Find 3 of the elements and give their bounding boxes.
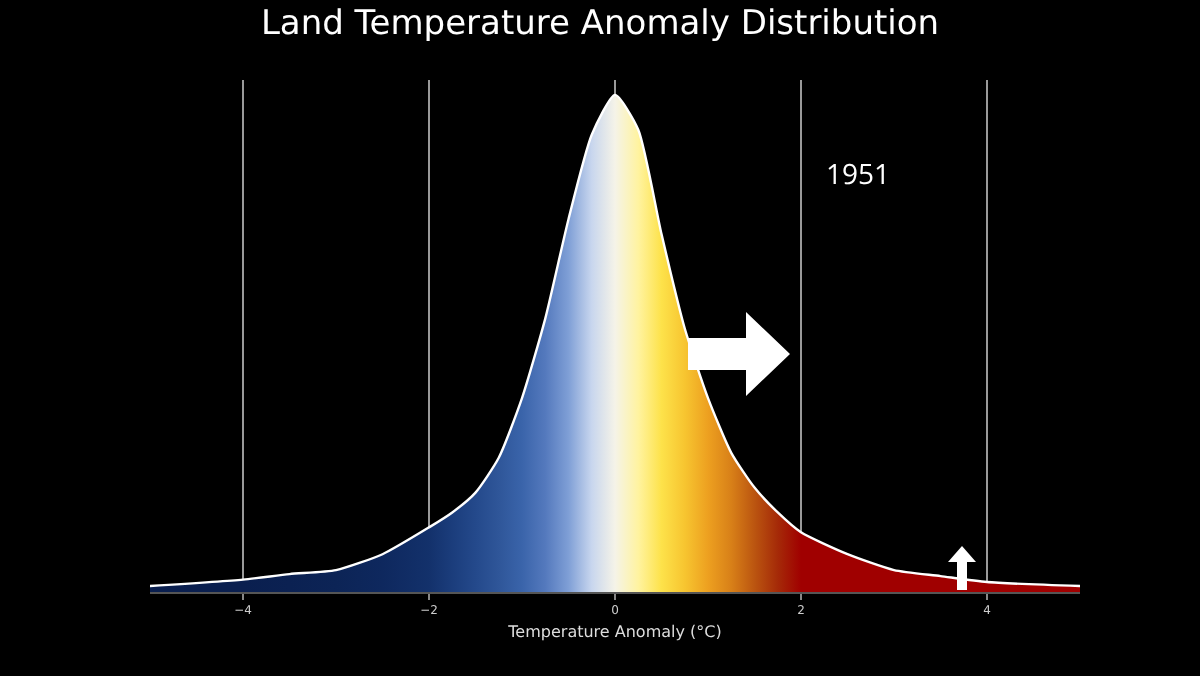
chart-title: Land Temperature Anomaly Distribution: [260, 3, 940, 44]
annotation: 1951: [826, 156, 891, 194]
x-axis-title: Temperature Anomaly (°C): [506, 622, 722, 641]
